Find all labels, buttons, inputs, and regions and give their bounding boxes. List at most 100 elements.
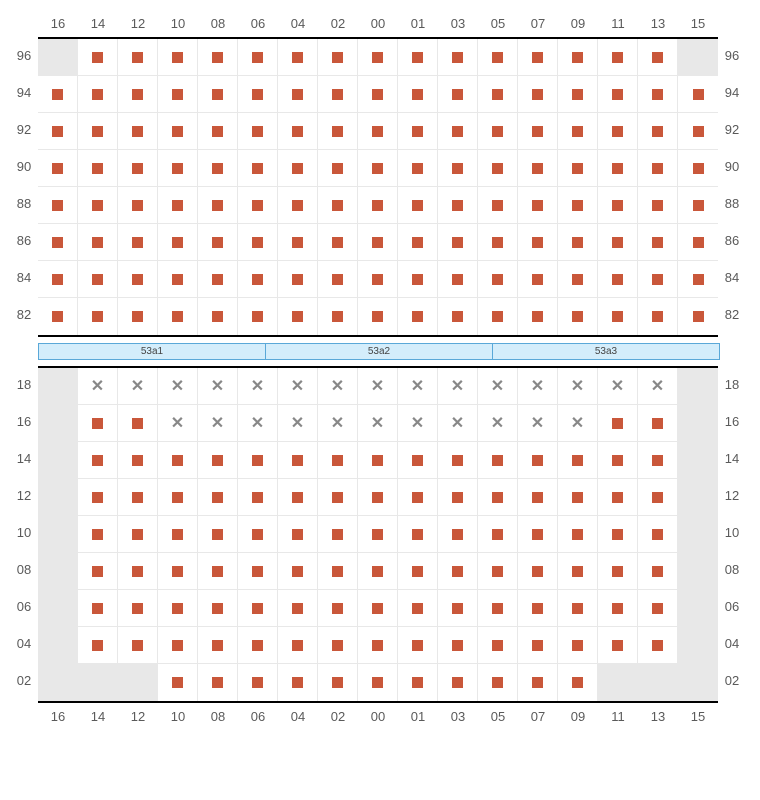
seat-available[interactable] xyxy=(518,224,558,261)
seat-available[interactable] xyxy=(358,442,398,479)
seat-available[interactable] xyxy=(198,664,238,701)
seat-available[interactable] xyxy=(38,298,78,335)
seat-available[interactable] xyxy=(118,479,158,516)
seat-available[interactable] xyxy=(518,516,558,553)
seat-available[interactable] xyxy=(118,553,158,590)
seat-available[interactable] xyxy=(78,553,118,590)
seat-available[interactable] xyxy=(678,76,718,113)
seat-available[interactable] xyxy=(198,224,238,261)
seat-available[interactable] xyxy=(238,516,278,553)
seat-available[interactable] xyxy=(318,664,358,701)
seat-available[interactable] xyxy=(358,298,398,335)
seat-available[interactable] xyxy=(558,224,598,261)
seat-available[interactable] xyxy=(238,442,278,479)
seat-available[interactable] xyxy=(78,590,118,627)
seat-available[interactable] xyxy=(518,113,558,150)
seat-available[interactable] xyxy=(518,39,558,76)
seat-available[interactable] xyxy=(638,298,678,335)
seat-available[interactable] xyxy=(518,627,558,664)
seat-available[interactable] xyxy=(278,553,318,590)
seat-available[interactable] xyxy=(118,405,158,442)
seat-available[interactable] xyxy=(518,479,558,516)
seat-available[interactable] xyxy=(598,150,638,187)
seat-available[interactable] xyxy=(358,39,398,76)
seat-available[interactable] xyxy=(638,627,678,664)
seat-available[interactable] xyxy=(118,590,158,627)
seat-available[interactable] xyxy=(318,187,358,224)
seat-available[interactable] xyxy=(38,76,78,113)
seat-available[interactable] xyxy=(238,298,278,335)
seat-available[interactable] xyxy=(278,76,318,113)
seat-available[interactable] xyxy=(358,76,398,113)
seat-available[interactable] xyxy=(278,664,318,701)
seat-available[interactable] xyxy=(598,39,638,76)
seat-available[interactable] xyxy=(598,479,638,516)
seat-available[interactable] xyxy=(398,553,438,590)
seat-available[interactable] xyxy=(638,405,678,442)
seat-available[interactable] xyxy=(598,261,638,298)
seat-available[interactable] xyxy=(318,442,358,479)
seat-available[interactable] xyxy=(158,442,198,479)
seat-available[interactable] xyxy=(478,442,518,479)
seat-available[interactable] xyxy=(158,224,198,261)
seat-available[interactable] xyxy=(598,298,638,335)
seat-available[interactable] xyxy=(78,442,118,479)
seat-available[interactable] xyxy=(358,516,398,553)
seat-available[interactable] xyxy=(38,261,78,298)
seat-available[interactable] xyxy=(438,298,478,335)
seat-available[interactable] xyxy=(398,187,438,224)
seat-available[interactable] xyxy=(318,590,358,627)
seat-available[interactable] xyxy=(238,224,278,261)
seat-available[interactable] xyxy=(598,590,638,627)
seat-available[interactable] xyxy=(598,224,638,261)
seat-available[interactable] xyxy=(198,39,238,76)
seat-available[interactable] xyxy=(318,261,358,298)
seat-available[interactable] xyxy=(198,187,238,224)
seat-available[interactable] xyxy=(78,187,118,224)
seat-available[interactable] xyxy=(518,553,558,590)
seat-available[interactable] xyxy=(438,187,478,224)
seat-available[interactable] xyxy=(558,442,598,479)
seat-available[interactable] xyxy=(78,150,118,187)
seat-available[interactable] xyxy=(118,187,158,224)
seat-available[interactable] xyxy=(438,627,478,664)
seat-available[interactable] xyxy=(198,627,238,664)
seat-available[interactable] xyxy=(318,113,358,150)
seat-available[interactable] xyxy=(278,627,318,664)
seat-available[interactable] xyxy=(358,113,398,150)
seat-available[interactable] xyxy=(478,553,518,590)
seat-available[interactable] xyxy=(198,113,238,150)
seat-available[interactable] xyxy=(238,39,278,76)
seat-available[interactable] xyxy=(598,76,638,113)
seat-available[interactable] xyxy=(238,664,278,701)
seat-available[interactable] xyxy=(78,113,118,150)
seat-available[interactable] xyxy=(278,150,318,187)
seat-available[interactable] xyxy=(238,627,278,664)
seat-available[interactable] xyxy=(478,516,518,553)
seat-available[interactable] xyxy=(518,76,558,113)
seat-available[interactable] xyxy=(78,627,118,664)
seat-available[interactable] xyxy=(358,664,398,701)
seat-available[interactable] xyxy=(278,187,318,224)
seat-available[interactable] xyxy=(478,76,518,113)
seat-available[interactable] xyxy=(398,516,438,553)
seat-available[interactable] xyxy=(678,298,718,335)
seat-available[interactable] xyxy=(398,442,438,479)
seat-available[interactable] xyxy=(398,224,438,261)
seat-available[interactable] xyxy=(198,590,238,627)
seat-available[interactable] xyxy=(518,150,558,187)
seat-available[interactable] xyxy=(318,627,358,664)
seat-available[interactable] xyxy=(678,224,718,261)
seat-available[interactable] xyxy=(638,187,678,224)
seat-available[interactable] xyxy=(158,553,198,590)
seat-available[interactable] xyxy=(638,261,678,298)
seat-available[interactable] xyxy=(118,39,158,76)
seat-available[interactable] xyxy=(438,224,478,261)
seat-available[interactable] xyxy=(238,261,278,298)
seat-available[interactable] xyxy=(198,516,238,553)
seat-available[interactable] xyxy=(158,590,198,627)
seat-available[interactable] xyxy=(358,187,398,224)
seat-available[interactable] xyxy=(638,76,678,113)
seat-available[interactable] xyxy=(158,187,198,224)
seat-available[interactable] xyxy=(638,553,678,590)
